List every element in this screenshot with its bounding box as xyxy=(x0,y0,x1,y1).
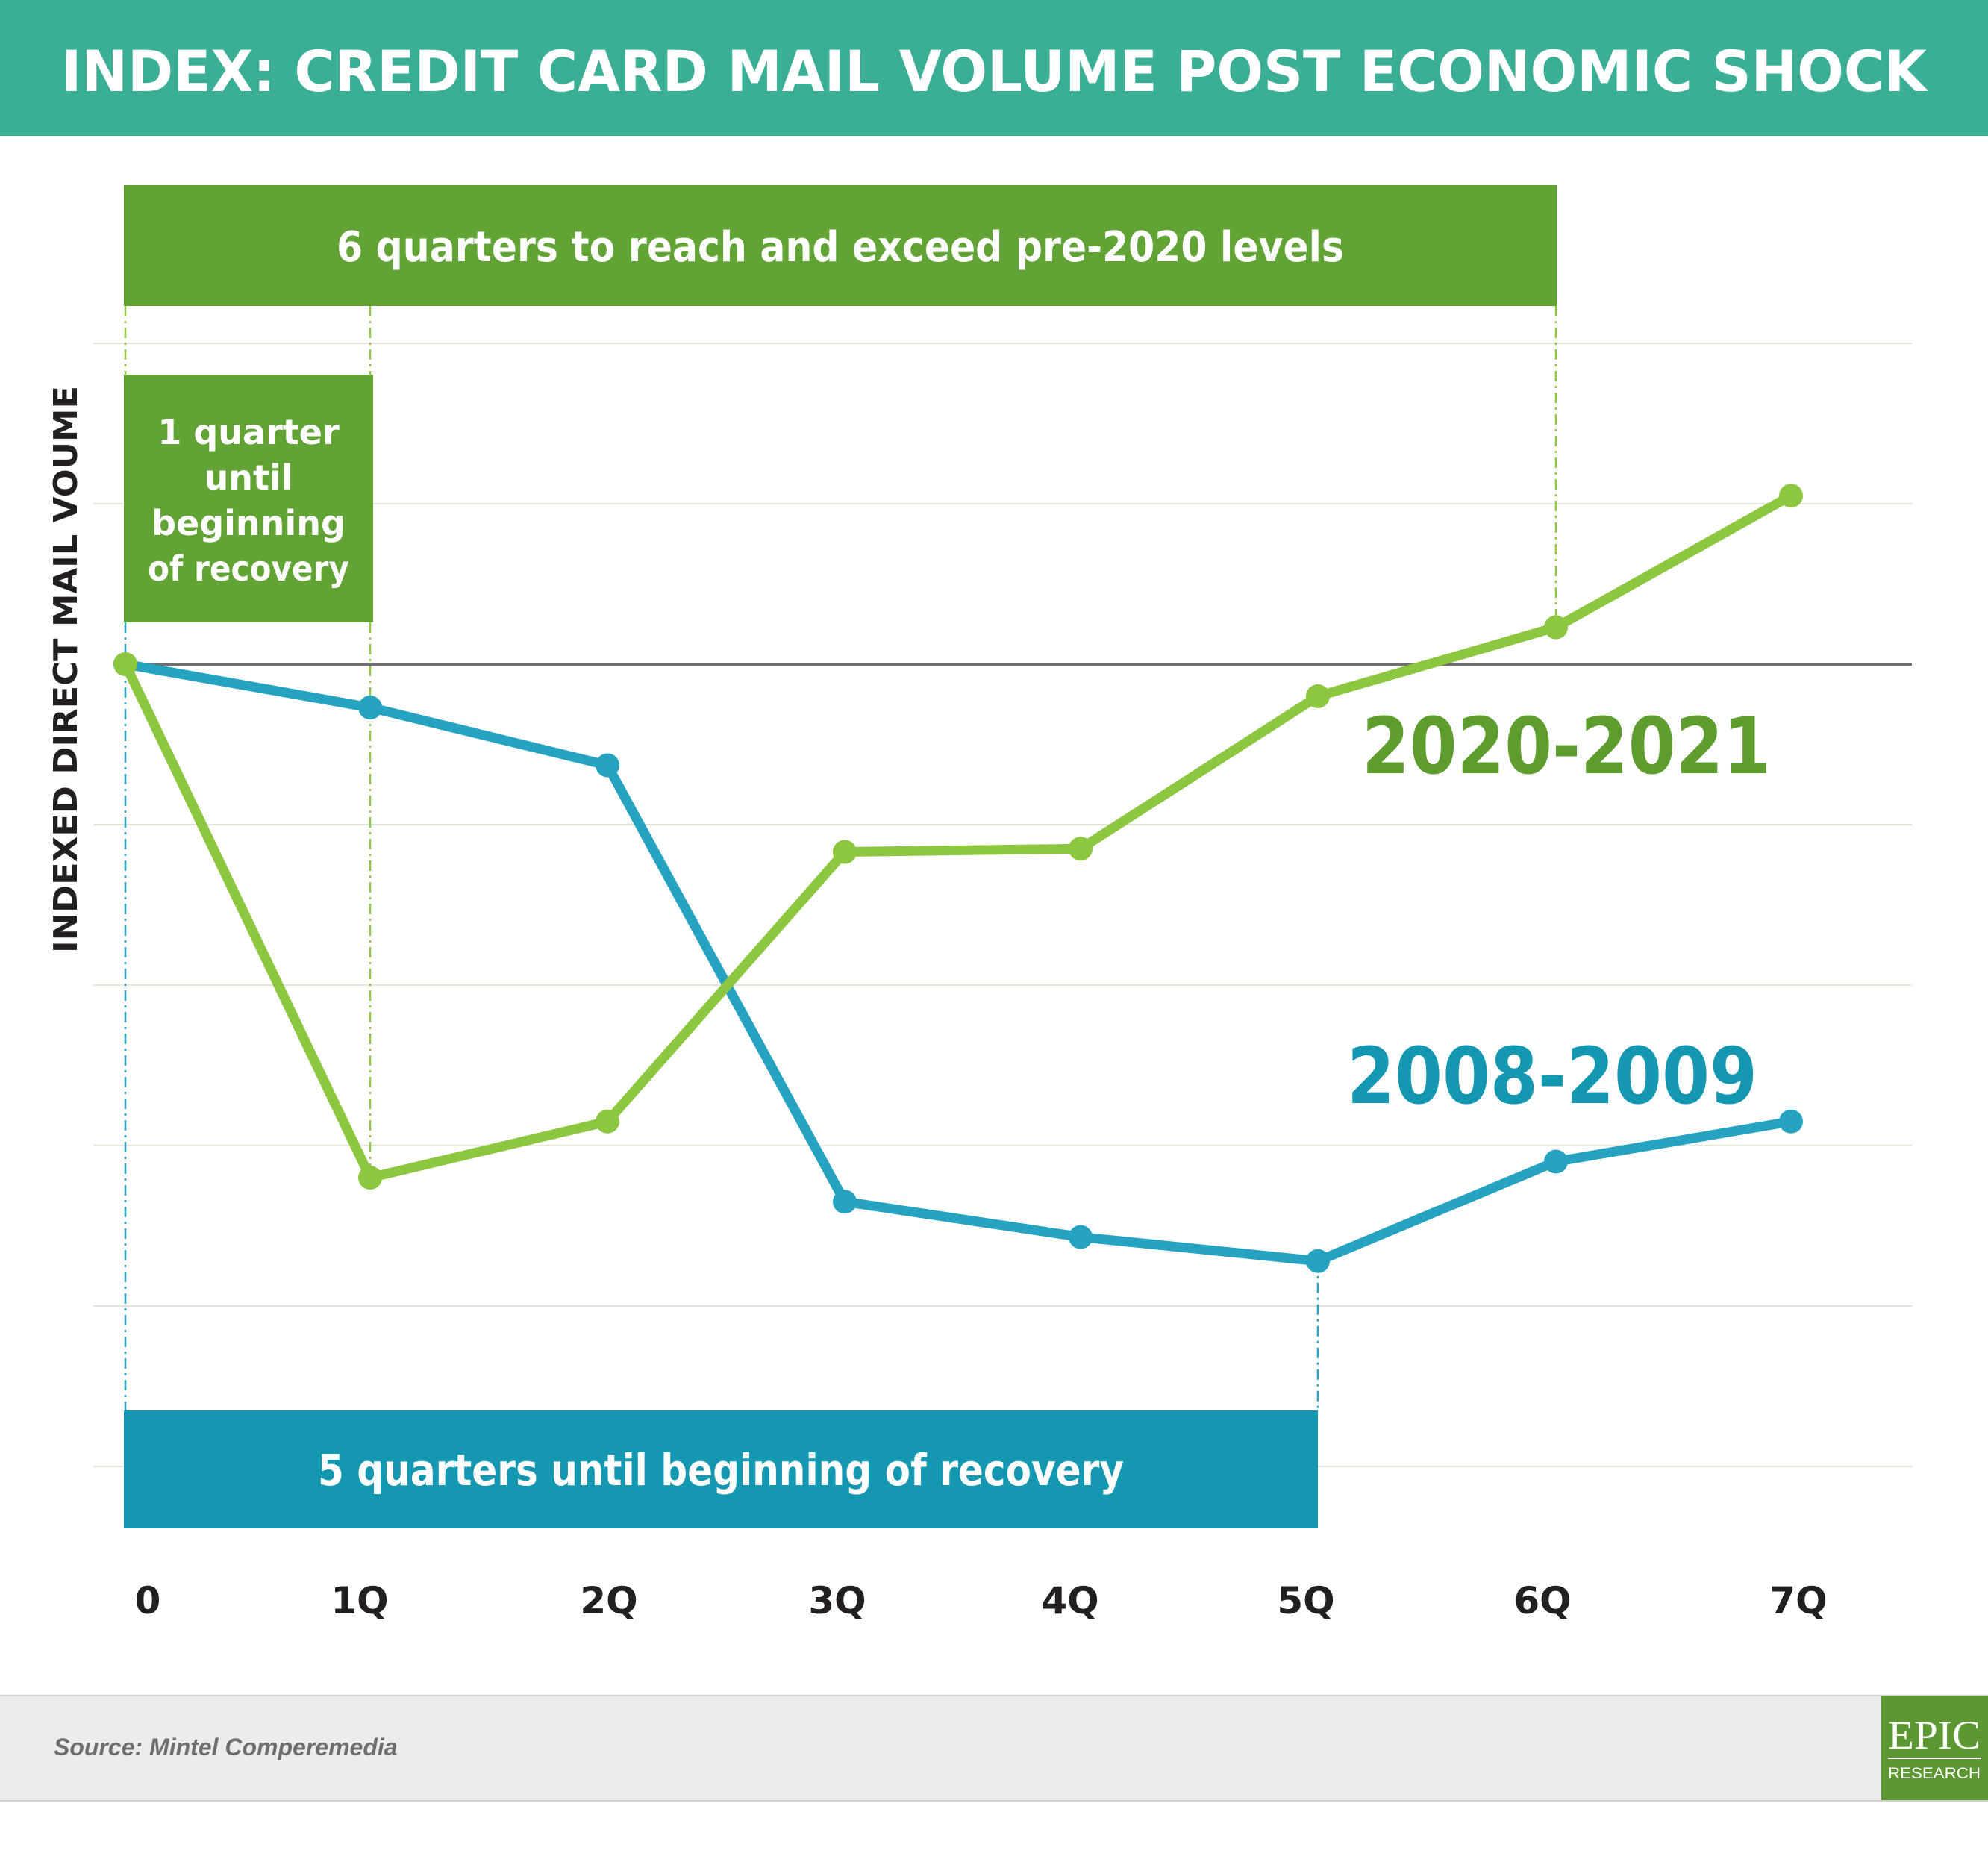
annotation-box-left xyxy=(124,375,373,622)
data-point-2008-2009-7Q xyxy=(1779,1109,1803,1134)
x-tick-label: 2Q xyxy=(580,1579,637,1622)
epic-research-logo xyxy=(1881,1696,1988,1800)
series-line-2020-2021 xyxy=(120,490,1796,1183)
data-point-2008-2009-3Q xyxy=(833,1190,857,1214)
annotation-left-line-2: until xyxy=(204,457,293,498)
data-point-2020-2021-2Q xyxy=(596,1109,619,1134)
x-tick-label: 0 xyxy=(135,1579,161,1622)
data-point-2020-2021-1Q xyxy=(358,1166,382,1190)
data-point-2020-2021-7Q xyxy=(1779,484,1803,508)
data-point-2008-2009-5Q xyxy=(1306,1249,1330,1273)
annotation-box-bottom xyxy=(124,1410,1318,1528)
x-axis-ticks: 0 1Q 2Q 3Q 4Q 5Q 6Q 7Q xyxy=(135,1579,1828,1622)
annotation-top-text: 6 quarters to reach and exceed pre-2020 … xyxy=(337,223,1344,272)
y-axis-label: INDEXED DIRECT MAIL VOUME xyxy=(47,386,85,953)
data-point-2020-2021-0 xyxy=(113,652,137,676)
logo-sub-text: RESEARCH xyxy=(1888,1765,1981,1782)
title-bar xyxy=(0,0,1988,136)
data-point-2008-2009-6Q xyxy=(1544,1149,1568,1174)
x-tick-label: 4Q xyxy=(1041,1579,1098,1622)
annotation-left-line-1: 1 quarter xyxy=(157,412,340,452)
x-tick-label: 7Q xyxy=(1769,1579,1827,1622)
annotation-bottom-text: 5 quarters until beginning of recovery xyxy=(318,1445,1124,1496)
series-line-2008-2009 xyxy=(120,659,1796,1266)
footer xyxy=(0,1696,1988,1801)
logo-main-text: EPIC xyxy=(1888,1713,1981,1758)
data-point-2020-2021-5Q xyxy=(1306,684,1330,708)
chart-title: INDEX: CREDIT CARD MAIL VOLUME POST ECON… xyxy=(61,38,1929,104)
data-point-2008-2009-4Q xyxy=(1069,1225,1093,1249)
annotation-left-line-3: beginning xyxy=(151,503,346,543)
x-tick-label: 6Q xyxy=(1513,1579,1571,1622)
x-tick-label: 1Q xyxy=(331,1579,388,1622)
data-point-2020-2021-4Q xyxy=(1069,837,1093,861)
annotation-box-top xyxy=(124,185,1557,306)
series xyxy=(113,484,1803,1273)
series-label-2008-2009: 2008-2009 xyxy=(1347,1031,1757,1122)
source-note: Source: Mintel Comperemedia xyxy=(54,1734,398,1760)
x-tick-label: 3Q xyxy=(808,1579,866,1622)
data-point-2008-2009-2Q xyxy=(596,753,619,778)
gridlines xyxy=(93,343,1912,1467)
data-point-2020-2021-6Q xyxy=(1544,615,1568,640)
x-tick-label: 5Q xyxy=(1277,1579,1334,1622)
annotation-left-line-4: of recovery xyxy=(148,549,349,589)
series-label-2020-2021: 2020-2021 xyxy=(1362,701,1771,792)
data-point-2008-2009-1Q xyxy=(358,696,382,720)
data-point-2020-2021-3Q xyxy=(833,840,857,864)
